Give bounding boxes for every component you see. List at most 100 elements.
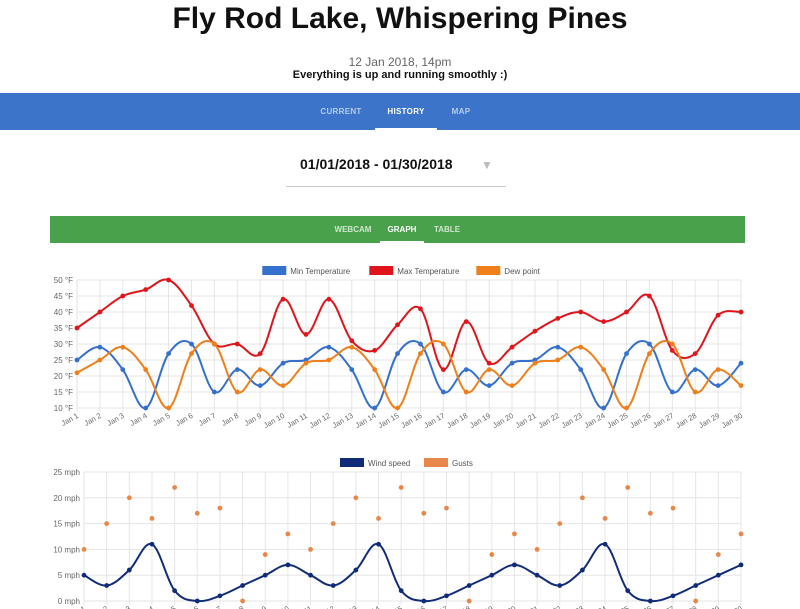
data-point [120,344,126,350]
data-point [280,383,286,388]
data-point [217,505,223,511]
date-range-selector[interactable]: 01/01/2018 - 01/30/2018 ▼ [286,156,506,187]
data-point [532,328,538,334]
x-tick-label: Jan 21 [516,604,540,609]
data-point [509,344,515,350]
x-tick-label: Jan 23 [560,411,584,430]
data-point [81,547,87,552]
data-point [738,383,744,388]
view-nav: WEBCAM GRAPH TABLE [50,216,745,243]
data-point [421,510,427,516]
data-point [669,389,675,395]
data-point [74,325,80,331]
x-tick-label: Jan 22 [537,411,561,430]
data-point [398,588,404,594]
x-tick-label: Jan 26 [629,604,653,609]
dropdown-triangle-icon[interactable]: ▼ [481,158,493,172]
data-point [486,360,492,366]
data-point [692,389,698,395]
data-point [166,277,171,283]
tab-map[interactable]: MAP [451,107,471,116]
data-point [353,567,359,573]
data-point [670,593,676,599]
last-updated-datetime: 12 Jan 2018, 14pm [348,55,452,69]
x-tick-label: Jan 6 [180,604,200,609]
x-tick-label: Jan 2 [89,604,109,609]
data-point [194,598,200,604]
x-tick-label: Jan 24 [584,604,608,609]
x-tick-label: Jan 23 [561,604,585,609]
data-point [217,593,223,599]
data-point [149,516,155,521]
series-line [76,340,742,409]
x-tick-label: Jan 5 [151,411,171,428]
legend-swatch [424,458,448,467]
data-point [555,316,561,321]
data-point [330,521,336,526]
y-tick-label: 0 mph [58,597,80,606]
data-point [418,351,423,356]
data-point [326,344,332,350]
x-tick-label: Jan 12 [308,411,332,430]
x-tick-label: Jan 17 [422,411,446,430]
data-point [509,360,515,366]
data-point [189,351,194,356]
x-tick-label: Jan 15 [377,411,401,430]
x-tick-label: Jan 1 [67,604,87,609]
tab-table[interactable]: TABLE [433,225,461,234]
data-point [580,567,585,573]
data-point [715,383,721,388]
data-point [211,341,217,347]
data-point [738,309,744,315]
data-point [395,351,400,356]
data-point [557,521,563,526]
y-tick-label: 40 °F [54,308,73,317]
temperature-chart: 10 °F 15 °F 20 °F 25 °F 30 °F 35 °F 40 °F 45 °F… [54,266,744,430]
data-point [418,341,423,347]
data-point [625,588,631,594]
page-title: Fly Rod Lake, Whispering Pines [172,2,628,35]
x-tick-label: Jan 30 [720,411,744,430]
y-tick-label: 50 °F [54,276,73,285]
x-tick-label: Jan 3 [105,411,125,428]
legend-swatch [262,266,287,275]
data-point [715,552,721,557]
tab-webcam[interactable]: WEBCAM [334,225,372,234]
data-point [738,562,744,568]
x-tick-label: Jan 14 [354,411,378,430]
x-tick-label: Jan 28 [674,411,698,430]
x-tick-label: Jan 5 [157,604,177,609]
active-tab-indicator [375,128,437,130]
data-point [624,309,629,315]
data-point [234,341,240,347]
data-point [149,541,155,547]
data-point [580,495,585,501]
tab-history[interactable]: HISTORY [387,107,425,116]
y-tick-label: 25 mph [53,468,80,477]
x-tick-label: Jan 24 [583,411,607,430]
legend-label: Dew point [504,267,540,276]
main-nav: CURRENT HISTORY MAP [0,93,800,130]
data-point [372,367,378,372]
date-range-label: 01/01/2018 - 01/30/2018 [300,156,453,172]
data-point [512,531,517,537]
data-point [555,344,561,350]
x-tick-label: Jan 11 [290,604,314,609]
y-tick-label: 20 mph [53,494,80,503]
data-point [601,405,607,411]
tab-graph[interactable]: GRAPH [387,225,417,234]
data-point [624,405,629,411]
data-point [647,598,653,604]
legend-swatch [476,266,501,275]
data-point [285,531,291,537]
data-point [647,351,652,356]
x-tick-label: Jan 19 [471,604,495,609]
data-point [670,505,676,511]
data-point [395,322,400,328]
data-point [647,341,652,347]
tab-current[interactable]: CURRENT [320,107,362,116]
y-tick-label: 30 °F [54,340,73,349]
data-point [602,541,608,547]
y-tick-label: 25 °F [54,356,73,365]
